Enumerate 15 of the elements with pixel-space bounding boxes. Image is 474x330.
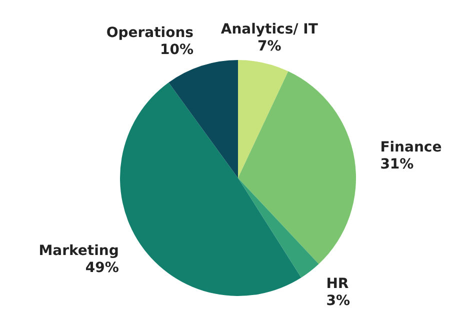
slice-label: Analytics/ IT [220, 22, 318, 38]
data-label: 7% [258, 38, 282, 55]
pie-slice [238, 178, 319, 278]
slice-label: HR [326, 276, 349, 292]
data-label: 49% [85, 260, 119, 276]
slice-label: Marketing [38, 242, 119, 259]
slice-label: Operations [106, 25, 194, 42]
slice-label: Finance [380, 139, 442, 156]
data-label: 31% [380, 156, 414, 172]
pie-slice [238, 71, 356, 264]
pie-slice [168, 60, 238, 178]
pie-slice [238, 60, 288, 178]
data-label: 3% [326, 292, 350, 309]
data-label: 10% [160, 42, 194, 58]
pie-slice [120, 82, 302, 296]
